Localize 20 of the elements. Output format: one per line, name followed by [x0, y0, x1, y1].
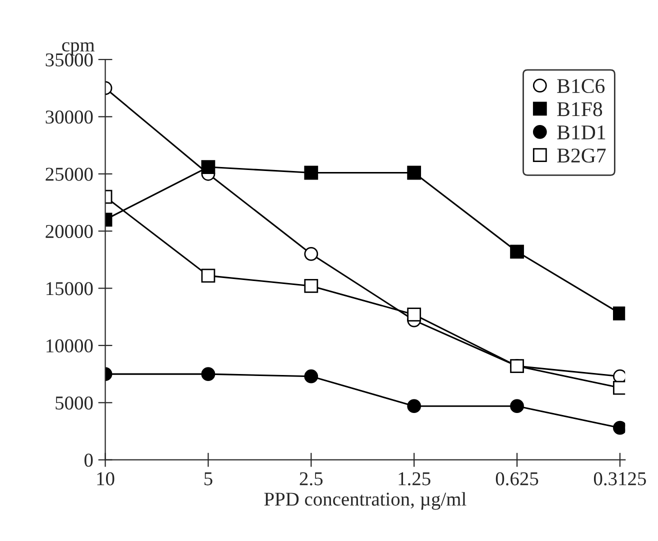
y-tick-label: 0: [84, 454, 93, 467]
legend-label: B1F8: [557, 102, 602, 116]
y-tick-label: 25000: [46, 168, 93, 181]
x-axis-title: PPD concentration, µg/ml: [264, 492, 466, 510]
y-tick-label: 15000: [46, 282, 93, 296]
x-tick-label: 1.25: [398, 472, 430, 486]
y-axis-title: cpm: [62, 42, 95, 56]
y-tick-label: 20000: [46, 224, 93, 238]
y-tick-label: 30000: [46, 110, 93, 124]
y-tick-label: 5000: [56, 396, 93, 410]
x-tick-label: 0.625: [496, 472, 538, 486]
legend-label: B1D1: [557, 125, 606, 140]
y-tick-label: 35000: [46, 53, 93, 66]
y-tick-label: 10000: [46, 339, 93, 352]
x-tick-label: 0.3125: [594, 472, 646, 486]
x-tick-label: 2.5: [300, 472, 323, 486]
legend-label: B1C6: [557, 79, 605, 94]
x-tick-label: 10: [97, 472, 114, 486]
x-tick-label: 5: [204, 472, 212, 486]
legend-label: B2G7: [557, 148, 606, 163]
